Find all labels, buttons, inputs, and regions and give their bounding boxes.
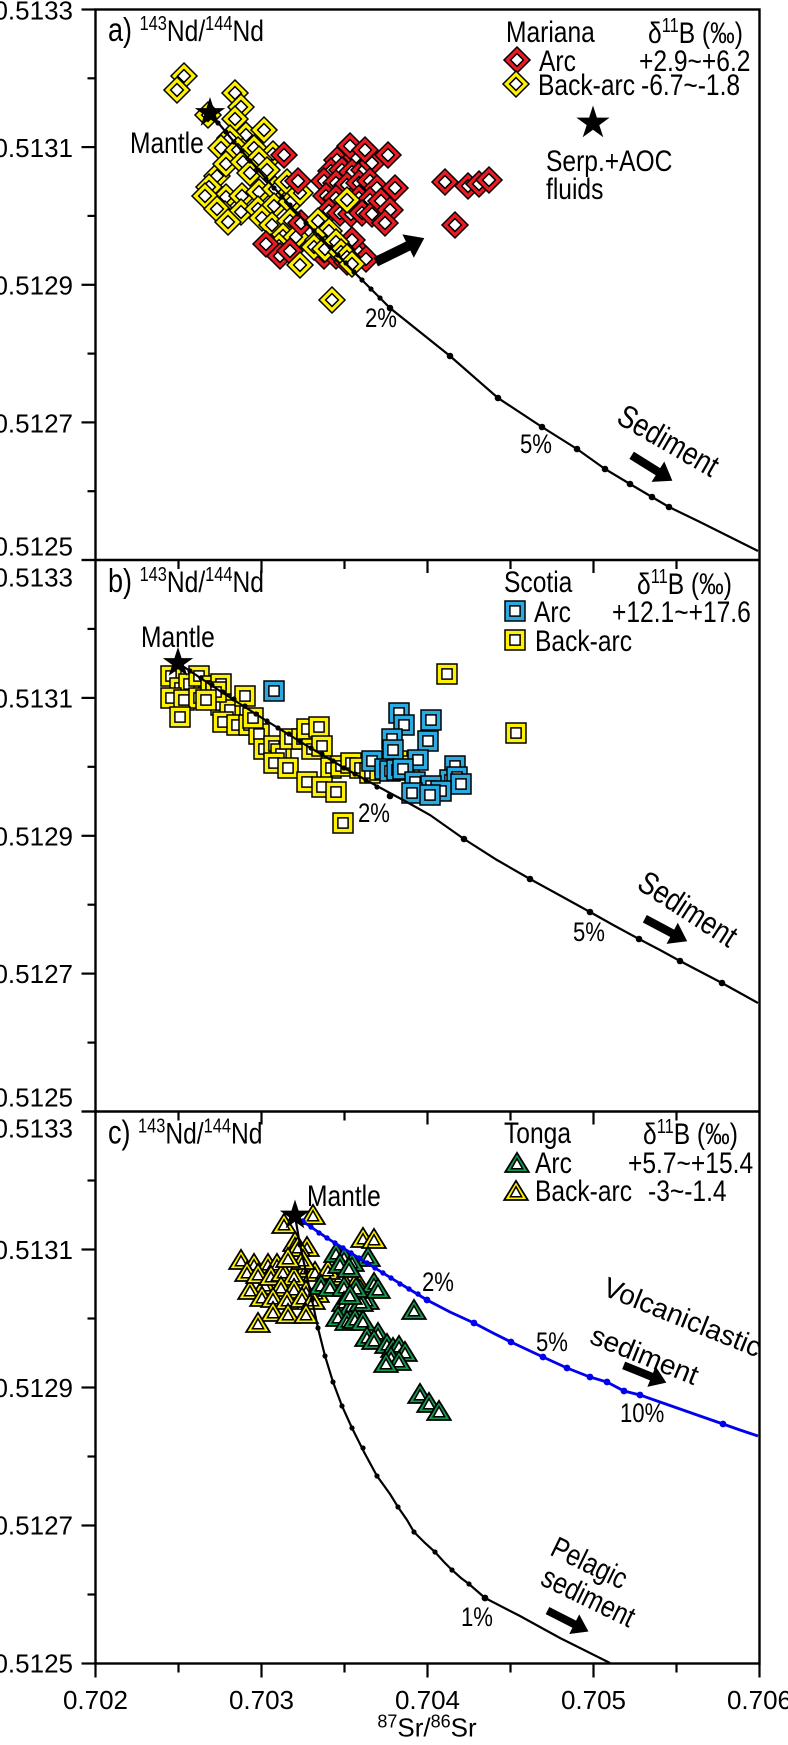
- svg-text:Arc: Arc: [539, 44, 576, 78]
- svg-text:0.5129: 0.5129: [0, 822, 73, 852]
- svg-text:0.5133: 0.5133: [0, 0, 73, 26]
- svg-text:-3~-1.4: -3~-1.4: [648, 1174, 727, 1208]
- svg-text:0.703: 0.703: [229, 1685, 294, 1715]
- svg-text:c) 143Nd/144Nd: c) 143Nd/144Nd: [108, 1114, 262, 1151]
- svg-text:Mantle: Mantle: [141, 620, 215, 654]
- svg-text:0.5125: 0.5125: [0, 1649, 73, 1679]
- svg-text:Mantle: Mantle: [130, 126, 204, 160]
- svg-text:0.5129: 0.5129: [0, 271, 73, 301]
- svg-text:0.705: 0.705: [561, 1685, 626, 1715]
- svg-text:Scotia: Scotia: [504, 565, 573, 599]
- svg-text:0.5127: 0.5127: [0, 408, 73, 438]
- svg-text:2%: 2%: [358, 799, 390, 829]
- svg-text:Back-arc: Back-arc: [538, 68, 635, 102]
- svg-text:5%: 5%: [573, 918, 605, 948]
- svg-text:Arc: Arc: [535, 1146, 572, 1180]
- svg-text:Mantle: Mantle: [307, 1179, 381, 1213]
- svg-text:+2.9~+6.2: +2.9~+6.2: [639, 44, 750, 78]
- svg-text:2%: 2%: [422, 1268, 454, 1298]
- svg-text:b) 143Nd/144Nd: b) 143Nd/144Nd: [108, 562, 264, 599]
- svg-text:Arc: Arc: [534, 595, 571, 629]
- svg-text:0.5131: 0.5131: [0, 133, 73, 163]
- svg-text:0.5133: 0.5133: [0, 1114, 73, 1144]
- svg-text:1%: 1%: [461, 1603, 493, 1633]
- svg-text:Mariana: Mariana: [506, 15, 596, 49]
- svg-text:5%: 5%: [520, 430, 552, 460]
- svg-text:0.5127: 0.5127: [0, 959, 73, 989]
- svg-text:0.702: 0.702: [63, 1685, 128, 1715]
- svg-text:a) 143Nd/144Nd: a) 143Nd/144Nd: [108, 11, 264, 48]
- svg-text:0.5127: 0.5127: [0, 1511, 73, 1541]
- svg-text:10%: 10%: [620, 1399, 664, 1429]
- svg-text:δ11B (‰): δ11B (‰): [643, 1114, 738, 1150]
- svg-text:+5.7~+15.4: +5.7~+15.4: [628, 1146, 753, 1180]
- svg-text:Back-arc: Back-arc: [535, 1174, 632, 1208]
- svg-text:Serp.+AOC: Serp.+AOC: [546, 144, 672, 178]
- svg-text:+12.1~+17.6: +12.1~+17.6: [612, 595, 751, 629]
- svg-text:5%: 5%: [536, 1328, 568, 1358]
- svg-text:2%: 2%: [365, 304, 397, 334]
- svg-text:Back-arc: Back-arc: [535, 624, 632, 658]
- svg-text:0.5129: 0.5129: [0, 1373, 73, 1403]
- svg-text:0.5133: 0.5133: [0, 563, 73, 593]
- svg-text:0.5131: 0.5131: [0, 684, 73, 714]
- svg-text:Tonga: Tonga: [504, 1116, 572, 1150]
- svg-text:0.5131: 0.5131: [0, 1235, 73, 1265]
- svg-text:87Sr/86Sr: 87Sr/86Sr: [377, 1712, 477, 1741]
- svg-text:-6.7~-1.8: -6.7~-1.8: [641, 68, 740, 102]
- svg-text:0.5125: 0.5125: [0, 1083, 73, 1113]
- svg-text:0.704: 0.704: [395, 1685, 460, 1715]
- svg-text:fluids: fluids: [546, 172, 603, 206]
- svg-text:0.5125: 0.5125: [0, 532, 73, 562]
- svg-text:0.706: 0.706: [727, 1685, 788, 1715]
